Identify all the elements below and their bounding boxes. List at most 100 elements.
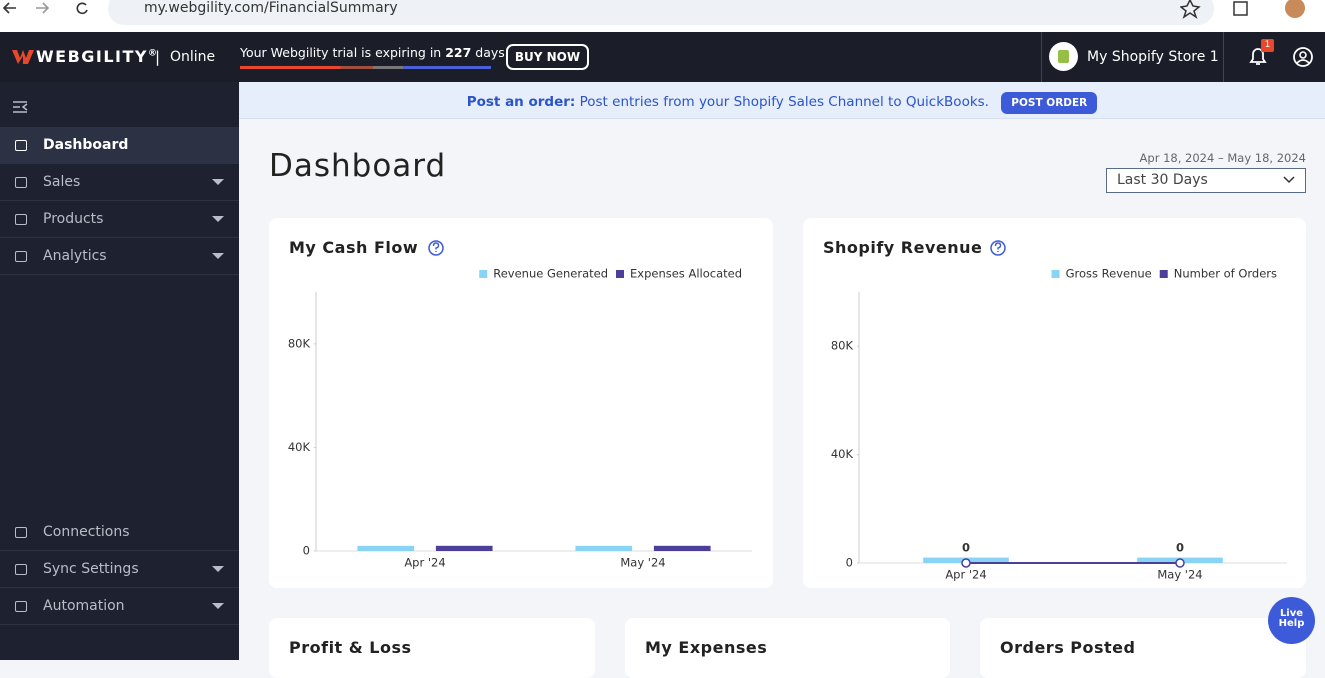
legend-label: Revenue Generated [493, 267, 608, 281]
summary-card: Profit & Loss [269, 618, 595, 678]
card-title: Profit & Loss [289, 638, 412, 657]
url-text: my.webgility.com/FinancialSummary [144, 0, 398, 16]
url-bar[interactable]: my.webgility.com/FinancialSummary [108, 0, 1214, 25]
legend-swatch [616, 270, 624, 278]
separator: | [155, 48, 161, 66]
nav-item[interactable]: Products [0, 201, 239, 238]
help-glyph [432, 242, 440, 252]
nav-item[interactable]: Connections [0, 514, 239, 551]
nav-icon [15, 564, 27, 575]
bar [357, 545, 415, 551]
nav-icons [2, 2, 88, 15]
nav-label: Automation [43, 598, 125, 614]
nav-item[interactable]: Sales [0, 164, 239, 201]
nav-item[interactable]: Sync Settings [0, 551, 239, 588]
help-icon[interactable] [428, 240, 444, 256]
brand-name: WEBGILITY [36, 47, 149, 66]
range-select[interactable]: Last 30 Days [1106, 168, 1306, 193]
caret [212, 216, 224, 222]
trial-progress [240, 66, 491, 69]
edition: Online [170, 49, 216, 65]
nav-label: Dashboard [43, 137, 129, 153]
buy-now-button[interactable]: BUY NOW [506, 44, 589, 70]
range-select-text: Last 30 Days [1117, 172, 1208, 188]
card-title: My Cash Flow [289, 238, 419, 257]
nav-icon [15, 177, 27, 188]
summary-card: Orders Posted [980, 618, 1306, 678]
nav-item[interactable]: Analytics [0, 238, 239, 275]
data-label: 0 [1176, 541, 1184, 555]
browser-actions [1180, 0, 1305, 19]
banner-label: Post an order: [466, 94, 576, 110]
card-title: Shopify Revenue [823, 238, 983, 257]
bar [653, 545, 711, 551]
legend-swatch [1051, 270, 1060, 278]
brand: WEBGILITY® [36, 47, 159, 66]
browser-bar: my.webgility.com/FinancialSummary [0, 0, 1325, 32]
chart: 0 40K 80K Apr '24 May '24 Expenses Allocated R… [288, 240, 752, 570]
date-range: Apr 18, 2024 – May 18, 2024 [1139, 151, 1306, 165]
nav-label: Sales [43, 174, 81, 190]
post-order-button[interactable]: POST ORDER [1001, 92, 1098, 114]
live-help-button[interactable]: Live Help [1268, 597, 1315, 644]
nav-icon [15, 140, 27, 151]
caret [212, 253, 224, 259]
nav-label: Analytics [43, 248, 107, 264]
bell-icon[interactable] [1248, 46, 1270, 68]
data-label: 0 [962, 541, 970, 555]
app-header: WEBGILITY® | Online Your Webgility trial… [0, 32, 1325, 82]
nav-icon [15, 601, 27, 612]
page-title: Dashboard [269, 148, 447, 184]
nav-icon [15, 251, 27, 262]
nav-item[interactable]: Dashboard [0, 127, 239, 164]
store-icon [1049, 42, 1078, 71]
card-title: My Expenses [645, 638, 768, 657]
caret [212, 566, 224, 572]
bar [575, 545, 633, 551]
line-point [1175, 558, 1185, 568]
logo-icon [12, 50, 34, 64]
x-tick-label: Apr '24 [945, 568, 986, 582]
divider [1041, 32, 1042, 82]
collapse-icon[interactable] [12, 100, 30, 114]
shopify-revenue-card: Shopify Revenue 0 40K 80K Apr '24 May '24 0 0 N… [803, 218, 1306, 588]
trial-message: Your Webgility trial is expiring in 227 … [240, 45, 510, 60]
y-tick-label: 40K [831, 447, 854, 461]
post-order-banner: Post an order: Post entries from your Sh… [239, 82, 1325, 119]
caret [212, 179, 224, 185]
x-tick-label: May '24 [620, 556, 665, 570]
summary-card: My Expenses [625, 618, 950, 678]
store-name[interactable]: My Shopify Store 1 [1087, 49, 1219, 65]
legend-label: Expenses Allocated [630, 267, 742, 281]
y-tick-label: 40K [288, 440, 311, 454]
legend-label: Gross Revenue [1066, 267, 1152, 281]
divider [1223, 32, 1224, 82]
y-tick-label: 80K [831, 339, 854, 353]
nav-label: Connections [43, 524, 130, 540]
banner-text: Post entries from your Shopify Sales Cha… [579, 94, 989, 110]
y-tick-label: 0 [303, 544, 310, 558]
card-title: Orders Posted [1000, 638, 1136, 657]
nav-label: Sync Settings [43, 561, 139, 577]
help-glyph [994, 242, 1002, 252]
notification-count: 1 [1261, 39, 1274, 52]
trial-days: 227 [445, 45, 472, 60]
profile-icon[interactable] [1292, 46, 1314, 68]
caret [212, 603, 224, 609]
nav-label: Products [43, 211, 104, 227]
chevron [1283, 176, 1295, 184]
brand-mark: ® [148, 48, 159, 59]
nav-item[interactable]: Automation [0, 588, 239, 625]
sidebar: Dashboard Sales Products Analytics Connecti… [0, 82, 239, 660]
legend-swatch [1159, 270, 1168, 278]
x-tick-label: May '24 [1157, 568, 1202, 582]
trial-suffix: days! [475, 45, 510, 60]
trial-text: Your Webgility trial is expiring in [240, 45, 442, 60]
nav-icon [15, 527, 27, 538]
legend-swatch [479, 270, 488, 278]
cash-flow-card: My Cash Flow 0 40K 80K Apr '24 May '24 Expens… [269, 218, 773, 588]
y-tick-label: 80K [288, 336, 311, 350]
help-icon[interactable] [990, 240, 1006, 256]
